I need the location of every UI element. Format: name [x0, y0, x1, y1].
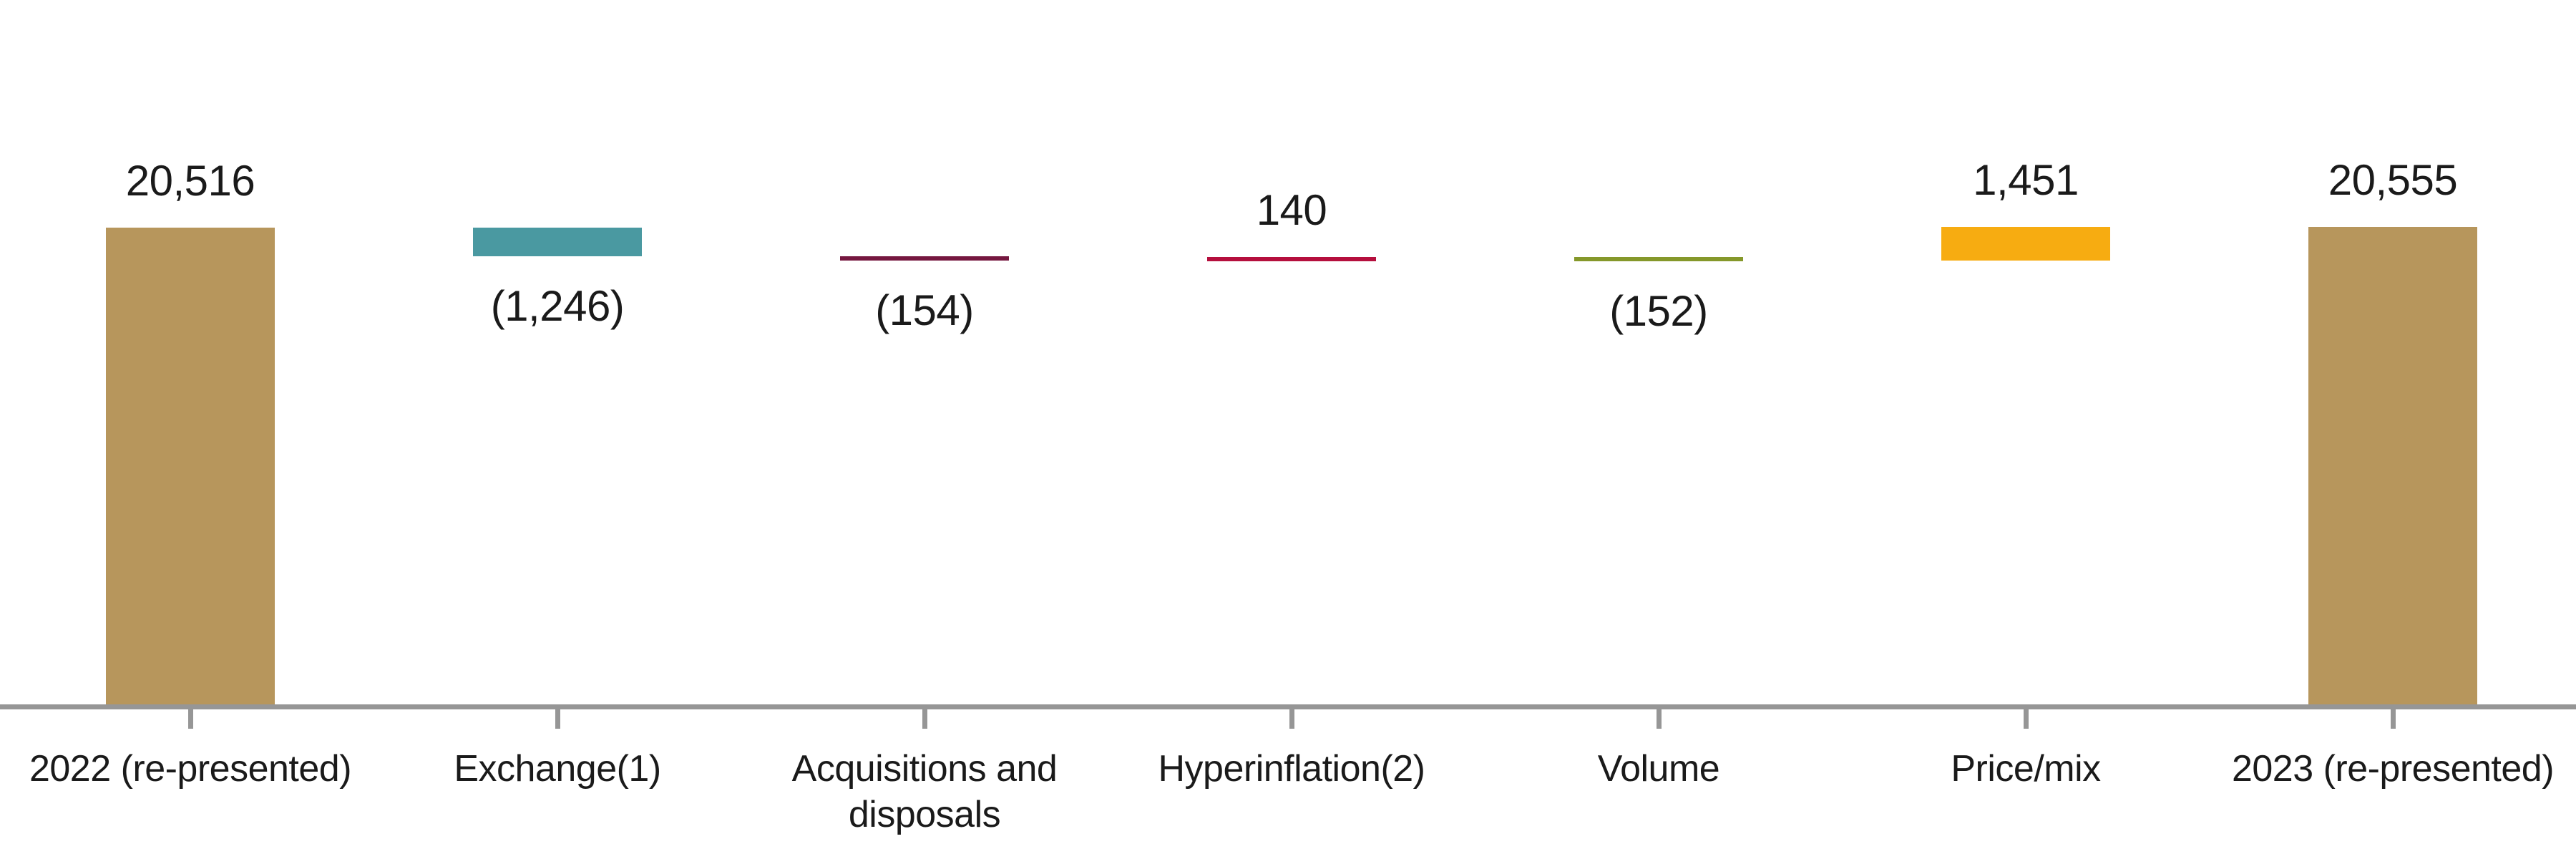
- category-label-acquisitions-and-disposals: Acquisitions and disposals: [738, 746, 1111, 838]
- category-label-exchange-1: Exchange(1): [371, 746, 743, 792]
- category-label-line: Acquisitions and: [791, 748, 1058, 790]
- bar-2022-re-presented: [106, 228, 275, 704]
- value-label-2022-re-presented: 20,516: [125, 157, 255, 205]
- bar-2023-re-presented: [2308, 226, 2477, 704]
- category-label-line: Hyperinflation(2): [1158, 748, 1426, 790]
- value-label-price-mix: 1,451: [1973, 155, 2079, 204]
- x-axis-tick-2023-re-presented: [2390, 709, 2396, 729]
- category-label-2023-re-presented: 2023 (re-presented): [2207, 746, 2576, 792]
- value-label-2023-re-presented: 20,555: [2328, 155, 2458, 204]
- category-label-price-mix: Price/mix: [1840, 746, 2212, 792]
- category-label-line: disposals: [848, 794, 1001, 835]
- value-label-hyperinflation-2: 140: [1256, 185, 1327, 234]
- category-label-2022-re-presented: 2022 (re-presented): [4, 746, 376, 792]
- bar-exchange-1: [473, 228, 642, 257]
- category-label-line: Price/mix: [1951, 748, 2101, 790]
- value-label-volume: (152): [1609, 286, 1708, 335]
- x-axis-tick-acquisitions-and-disposals: [922, 709, 927, 729]
- category-label-hyperinflation-2: Hyperinflation(2): [1106, 746, 1478, 792]
- bar-hyperinflation-2: [1207, 256, 1376, 261]
- category-label-line: 2023 (re-presented): [2231, 748, 2555, 790]
- bar-volume: [1574, 256, 1743, 261]
- category-label-volume: Volume: [1473, 746, 1845, 792]
- x-axis-tick-price-mix: [2023, 709, 2029, 729]
- x-axis-tick-hyperinflation-2: [1289, 709, 1294, 729]
- x-axis-tick-2022-re-presented: [187, 709, 193, 729]
- category-label-line: Volume: [1597, 748, 1720, 790]
- x-axis-line: [0, 704, 2576, 709]
- bar-acquisitions-and-disposals: [840, 256, 1009, 261]
- category-label-line: Exchange(1): [454, 748, 661, 790]
- category-label-line: 2022 (re-presented): [29, 748, 352, 790]
- x-axis-tick-volume: [1656, 709, 1662, 729]
- bar-price-mix: [1941, 226, 2110, 261]
- x-axis-tick-exchange-1: [555, 709, 560, 729]
- value-label-exchange-1: (1,246): [490, 282, 625, 331]
- value-label-acquisitions-and-disposals: (154): [875, 286, 974, 335]
